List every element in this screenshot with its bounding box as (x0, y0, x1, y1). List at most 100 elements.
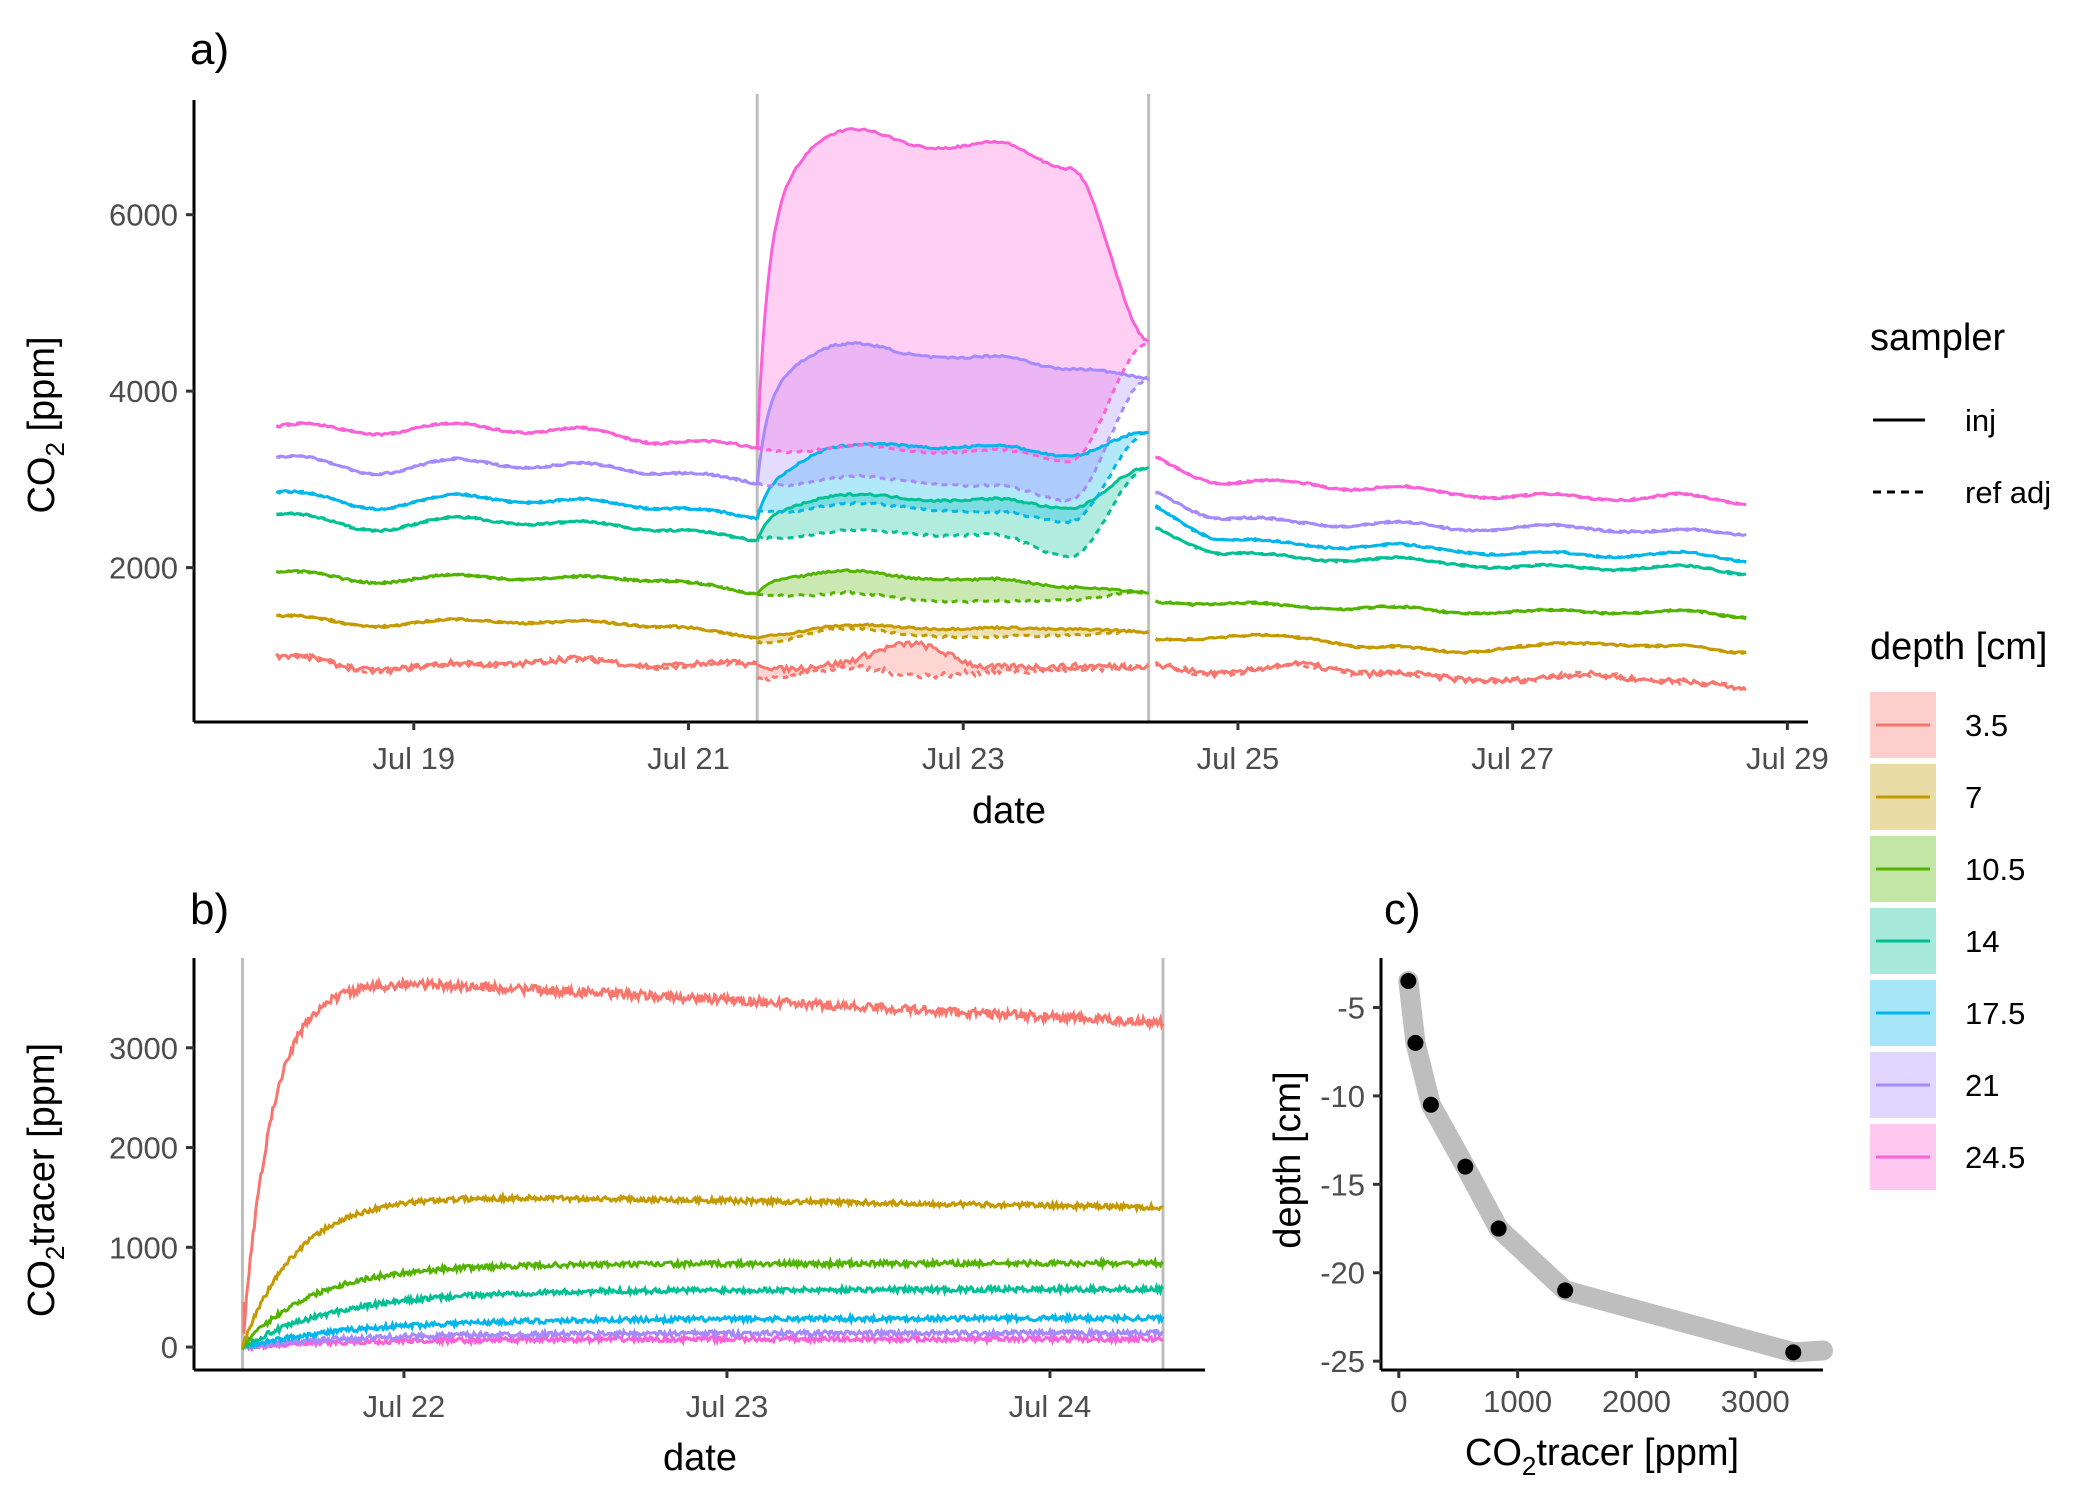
panel-a-line-inj-24.5-seg0 (275, 421, 758, 450)
panel-c-profile-band (1398, 971, 1833, 1363)
panel-c-point-4 (1490, 1220, 1507, 1237)
panel-a-x-tick-label-3: Jul 25 (1197, 741, 1280, 776)
panel-a-line-ref-14-seg1 (756, 466, 1150, 559)
panel-b-plot-area (192, 958, 1205, 1372)
panel-a-line-ref-17.5-seg1 (757, 431, 1150, 525)
legend-sampler-title: sampler (1870, 317, 2005, 359)
panel-b-line-10.5 (241, 1255, 1164, 1351)
panel-c-point-1 (1407, 1034, 1424, 1051)
panel-c-x-tick-label-0: 0 (1390, 1384, 1407, 1419)
panel-a-line-inj-17.5-seg0 (275, 489, 759, 522)
panel-b-x-tick-label-1: Jul 23 (686, 1389, 769, 1424)
legend-depth-title: depth [cm] (1870, 626, 2047, 668)
panel-a-line-ref-14-seg2 (1155, 526, 1747, 577)
panel-a-line-ref-17.5-seg0 (275, 489, 758, 522)
panel-a-line-ref-7-seg2 (1155, 632, 1747, 655)
panel-c-y-tick-label-2: -15 (1320, 1167, 1365, 1202)
panel-a-line-ref-21-seg1 (756, 378, 1150, 503)
panel-c: c) 0 1000 2000 3000 -5 -10 -15 -20 -25 CO2trace… (1267, 885, 1833, 1481)
legend-depth-label-2: 10.5 (1965, 852, 2025, 887)
panel-a-line-ref-14-seg0 (276, 511, 758, 543)
panel-c-y-tick-label-3: -20 (1320, 1256, 1365, 1291)
panel-a-line-inj-3.5-seg2 (1155, 659, 1747, 691)
panel-b-y-ticks: 0 1000 2000 3000 (109, 1031, 194, 1365)
panel-a-line-inj-21-seg1 (755, 340, 1150, 484)
panel-b-y-title: CO2tracer [ppm] (21, 1043, 70, 1317)
panel-a-y-tick-label-0: 2000 (109, 551, 178, 586)
panel-a-line-ref-10.5-seg0 (275, 569, 758, 596)
panel-a-ribbon-3.5 (757, 643, 1149, 679)
panel-c-x-tick-label-3: 3000 (1721, 1384, 1790, 1419)
panel-a-x-tick-label-4: Jul 27 (1471, 741, 1554, 776)
panel-a-x-ticks: Jul 19 Jul 21 Jul 23 Jul 25 Jul 27 Jul 29 (372, 722, 1829, 776)
legend-depth-label-3: 14 (1965, 924, 1999, 959)
panel-c-y-tick-label-1: -10 (1320, 1079, 1365, 1114)
panel-a-y-tick-label-2: 6000 (109, 198, 178, 233)
panel-b-line-17.5 (241, 1311, 1165, 1350)
panel-c-x-title: CO2tracer [ppm] (1465, 1432, 1739, 1481)
panel-b-tag: b) (190, 885, 229, 934)
legend: sampler inj ref adj depth [cm] 3.5 7 10.5 14… (1870, 317, 2051, 1190)
panel-b-line-7 (241, 1190, 1164, 1349)
panel-a-line-inj-14-seg1 (755, 466, 1150, 542)
panel-a-line-inj-7-seg0 (276, 613, 758, 640)
legend-sampler-label-0: inj (1965, 403, 1996, 438)
legend-depth-label-6: 24.5 (1965, 1140, 2025, 1175)
panel-b-y-tick-label-1: 1000 (109, 1230, 178, 1265)
panel-c-y-title: depth [cm] (1267, 1071, 1309, 1248)
panel-a-ribbon-24.5 (757, 129, 1149, 461)
panel-a-ribbon-21 (757, 343, 1149, 501)
panel-b-line-21 (242, 1326, 1165, 1351)
panel-c-point-5 (1557, 1282, 1574, 1299)
panel-b-x-tick-label-2: Jul 24 (1009, 1389, 1092, 1424)
panel-c-plot-area (1379, 958, 1833, 1372)
panel-a-line-ref-3.5-seg0 (275, 652, 758, 676)
panel-a-line-inj-7-seg1 (756, 622, 1150, 640)
panel-c-y-tick-label-0: -5 (1337, 991, 1365, 1026)
legend-depth-items: 3.5 7 10.5 14 17.5 21 24.5 (1870, 692, 2025, 1190)
panel-b-y-tick-label-3: 3000 (109, 1031, 178, 1066)
panel-a-line-inj-24.5-seg2 (1155, 455, 1747, 507)
panel-b: b) Jul 22 Jul 23 Jul 24 0 1000 2000 3000 date… (21, 885, 1205, 1479)
panel-a-line-ref-10.5-seg1 (756, 590, 1150, 605)
panel-c-point-0 (1400, 972, 1417, 989)
panel-a-line-ref-21-seg2 (1155, 490, 1747, 537)
legend-depth-label-5: 21 (1965, 1068, 1999, 1103)
panel-a-line-inj-14-seg0 (276, 511, 758, 543)
panel-c-x-ticks: 0 1000 2000 3000 (1390, 1370, 1790, 1419)
panel-b-x-tick-label-0: Jul 22 (363, 1389, 446, 1424)
panel-b-x-ticks: Jul 22 Jul 23 Jul 24 (363, 1370, 1092, 1424)
legend-sampler-items: inj ref adj (1873, 403, 2051, 510)
panel-c-y-ticks: -5 -10 -15 -20 -25 (1320, 991, 1381, 1379)
panel-a-y-title: CO2 [ppm] (21, 336, 70, 513)
legend-depth-label-4: 17.5 (1965, 996, 2025, 1031)
panel-a-line-ref-24.5-seg1 (756, 341, 1150, 464)
panel-a-x-tick-label-5: Jul 29 (1746, 741, 1829, 776)
panel-c-tag: c) (1384, 885, 1421, 934)
panel-a-line-inj-10.5-seg1 (756, 568, 1149, 596)
panel-a-x-title: date (972, 790, 1046, 832)
panel-a-tag: a) (190, 25, 229, 74)
legend-depth-label-0: 3.5 (1965, 708, 2008, 743)
panel-a-line-ref-3.5-seg1 (756, 660, 1149, 682)
panel-a-x-tick-label-2: Jul 23 (922, 741, 1005, 776)
panel-a-line-ref-21-seg0 (276, 453, 758, 486)
panel-a-line-ref-7-seg1 (756, 625, 1150, 646)
panel-b-y-tick-label-0: 0 (161, 1330, 178, 1365)
panel-a-line-ref-10.5-seg2 (1154, 599, 1747, 621)
panel-a-line-inj-24.5-seg1 (755, 127, 1150, 449)
panel-a-x-tick-label-1: Jul 21 (647, 741, 730, 776)
panel-c-point-3 (1457, 1158, 1474, 1175)
panel-c-point-2 (1422, 1096, 1439, 1113)
panel-a-line-ref-24.5-seg2 (1154, 455, 1747, 506)
panel-a-line-ref-24.5-seg0 (275, 421, 758, 450)
legend-depth-label-1: 7 (1965, 780, 1982, 815)
panel-a-x-tick-label-0: Jul 19 (372, 741, 455, 776)
panel-a-ribbon-10.5 (757, 570, 1149, 602)
panel-a: a) Jul 19 Jul 21 Jul 23 Jul 25 Jul 27 Jul 29 … (21, 25, 1829, 832)
panel-a-line-inj-10.5-seg0 (276, 568, 758, 596)
panel-a-line-ref-17.5-seg2 (1154, 504, 1747, 564)
panel-b-line-3.5 (242, 975, 1165, 1334)
panel-b-y-tick-label-2: 2000 (109, 1131, 178, 1166)
